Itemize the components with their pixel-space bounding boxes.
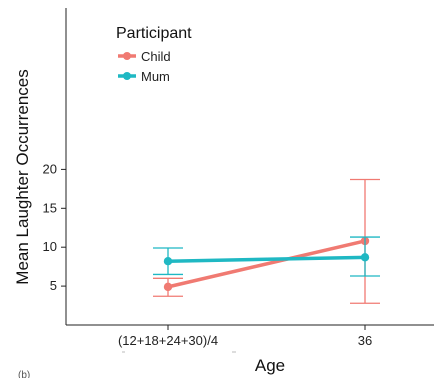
legend-item-mum: Mum	[118, 69, 170, 84]
legend-label: Mum	[141, 69, 170, 84]
series-line	[166, 239, 367, 289]
data-point	[360, 253, 370, 262]
footer-note: (b)	[18, 370, 30, 378]
y-tick-label: 15	[43, 200, 57, 215]
series-line	[166, 255, 367, 263]
x-ticks: (12+18+24+30)/4 36	[118, 325, 372, 348]
x-axis-title: Age	[255, 356, 285, 375]
y-tick-label: 20	[43, 161, 57, 176]
series-layer	[153, 178, 380, 304]
y-ticks: 5 10 15 20	[43, 161, 66, 293]
legend: Participant Child Mum	[116, 25, 192, 84]
series-mum	[153, 236, 380, 277]
y-tick-label: 10	[43, 239, 57, 254]
legend-items: Child Mum	[118, 49, 171, 84]
legend-label: Child	[141, 49, 171, 64]
y-tick-label: 5	[50, 278, 57, 293]
x-tick-label: (12+18+24+30)/4	[118, 333, 218, 348]
x-tick-label: 36	[358, 333, 372, 348]
legend-title: Participant	[116, 25, 192, 42]
legend-swatch-point	[123, 72, 131, 80]
data-point	[163, 257, 173, 266]
series-child	[153, 178, 380, 304]
y-axis-title: Mean Laughter Occurrences	[13, 69, 32, 284]
legend-item-child: Child	[118, 49, 171, 64]
data-point	[163, 282, 173, 292]
legend-swatch-point	[123, 52, 131, 60]
